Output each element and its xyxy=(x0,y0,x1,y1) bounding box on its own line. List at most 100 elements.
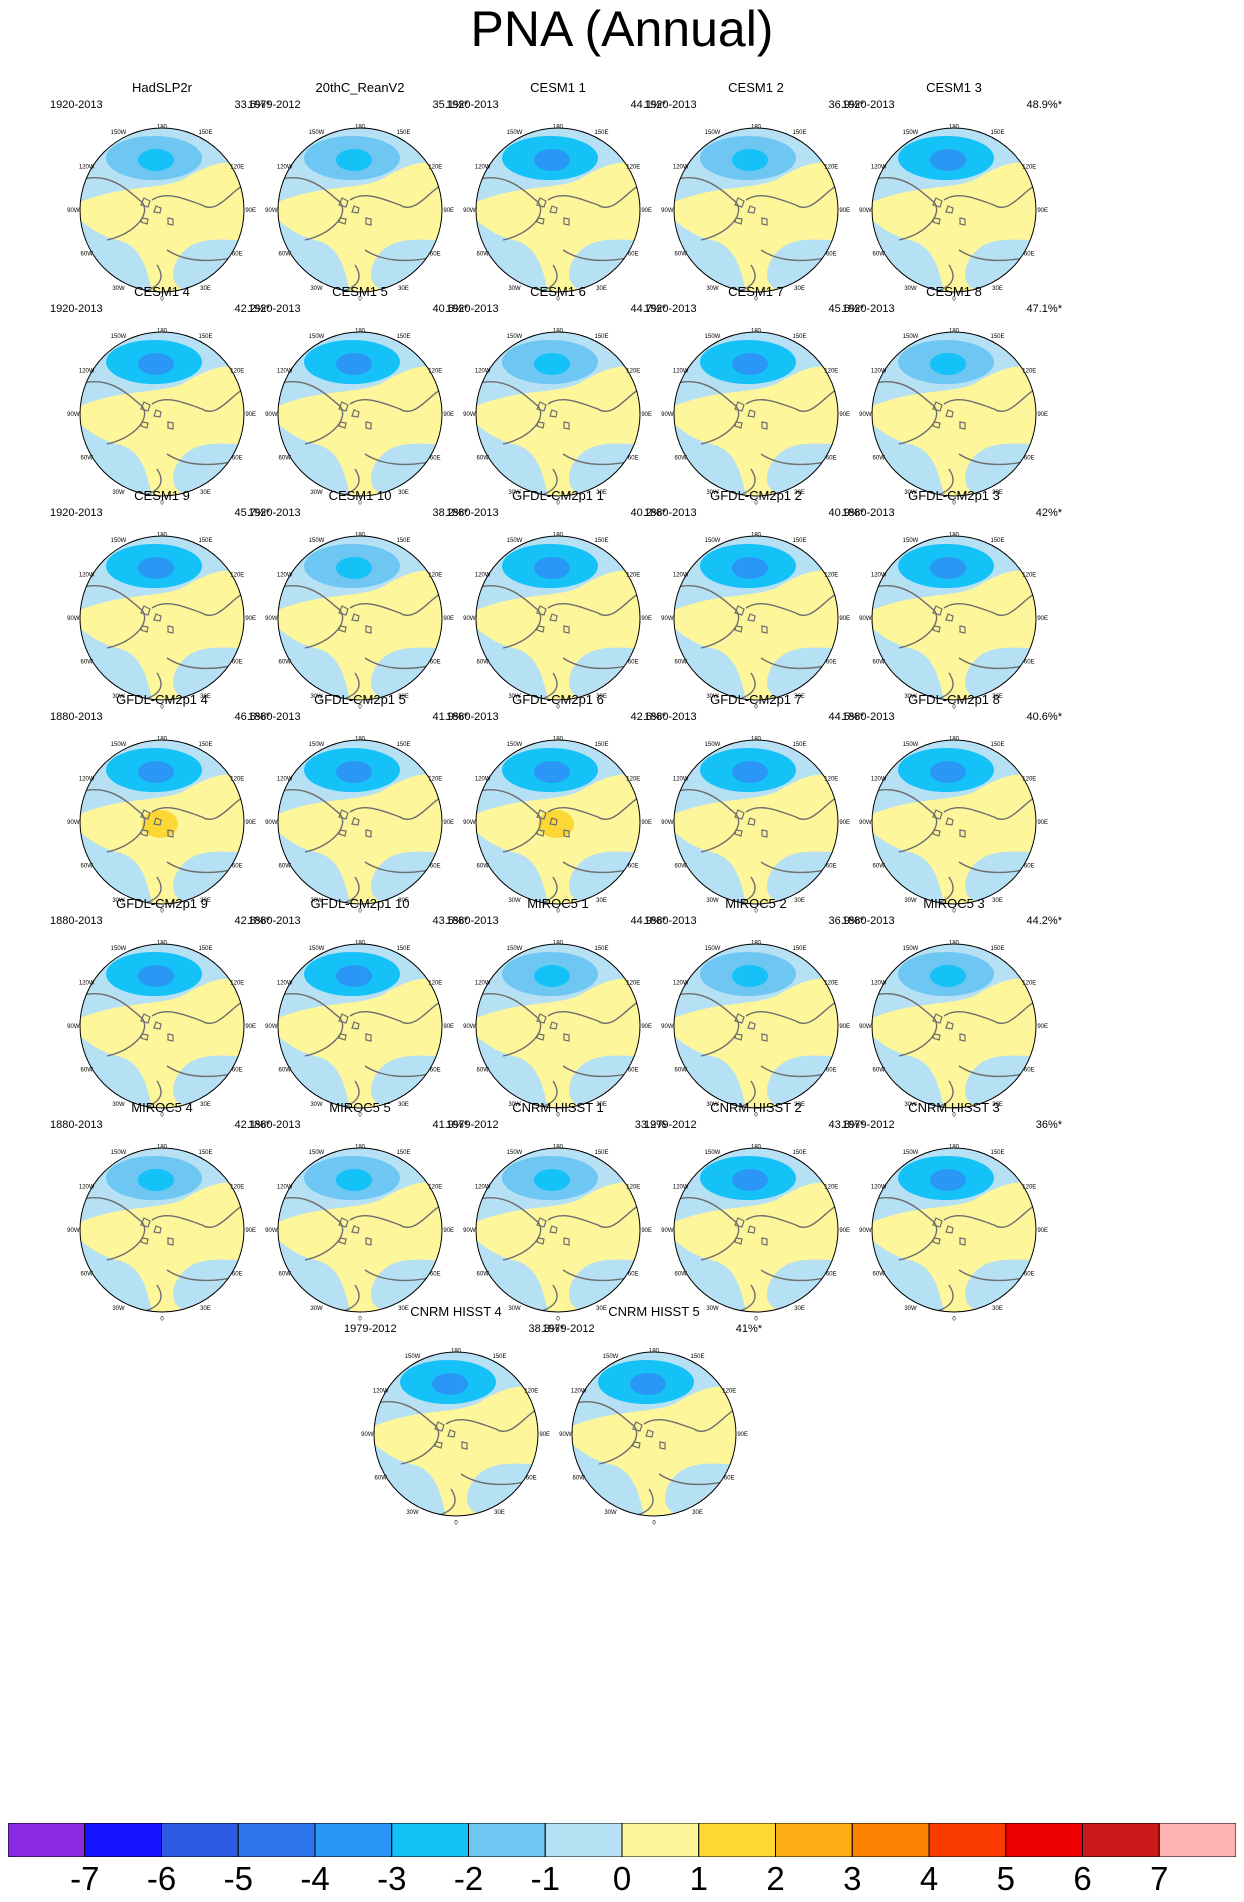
longitude-label: 150E xyxy=(792,334,806,340)
polar-map: 180 150W 150E 120W 120E 90W 90E 60W 60E 30W 30E 0 xyxy=(859,940,1048,1118)
longitude-label: 150W xyxy=(903,130,919,136)
map-panel: 20thC_ReanV2 1979-2012 35.1%* 180 150W 150E 12… xyxy=(242,80,478,330)
longitude-label: 90E xyxy=(641,412,652,418)
longitude-label: 150W xyxy=(603,1354,619,1360)
map-panel: MIROC5 1 1880-2013 44.9%* 180 150W 150E 120W 12… xyxy=(440,896,676,1146)
longitude-label: 150E xyxy=(396,130,410,136)
arctic-islands xyxy=(536,401,570,430)
longitude-label: 30W xyxy=(310,898,323,904)
longitude-label: 60W xyxy=(873,1271,886,1277)
longitude-label: 180 xyxy=(949,940,960,946)
longitude-label: 150E xyxy=(990,538,1004,544)
longitude-label: 120E xyxy=(824,165,838,171)
longitude-label: 120E xyxy=(230,369,244,375)
low-core xyxy=(930,1169,966,1191)
longitude-label: 60E xyxy=(1024,251,1035,257)
longitude-label: 150E xyxy=(792,1150,806,1156)
longitude-label: 120E xyxy=(428,981,442,987)
longitude-label: 0 xyxy=(952,1317,956,1323)
low-core xyxy=(432,1373,468,1395)
panel-variance: 35.1%* xyxy=(432,99,468,111)
panel-period: 1880-2013 xyxy=(50,711,103,723)
arctic-islands xyxy=(338,605,372,634)
longitude-label: 60W xyxy=(675,251,688,257)
arctic-islands xyxy=(932,605,966,634)
panel-title: GFDL-CM2p1 9 xyxy=(116,896,208,911)
longitude-label: 90W xyxy=(859,208,872,214)
arctic-islands xyxy=(140,401,174,430)
longitude-label: 180 xyxy=(553,736,564,742)
longitude-label: 150W xyxy=(507,946,523,952)
longitude-label: 120E xyxy=(626,573,640,579)
longitude-label: 60E xyxy=(628,659,639,665)
panel-variance: 45.6%* xyxy=(828,303,864,315)
low-core xyxy=(534,149,570,171)
longitude-label: 30E xyxy=(794,898,805,904)
panel-variance: 44.5%* xyxy=(828,711,864,723)
colorbar-tick: -1 xyxy=(530,1860,560,1897)
longitude-label: 60W xyxy=(675,863,688,869)
arctic-islands xyxy=(932,1013,966,1042)
longitude-label: 0 xyxy=(160,1317,164,1323)
panel-title: CNRM HISST 3 xyxy=(908,1100,1000,1115)
longitude-label: 60E xyxy=(430,863,441,869)
positive-field xyxy=(872,366,1036,496)
arctic-islands xyxy=(932,1217,966,1246)
longitude-label: 0 xyxy=(358,501,362,507)
longitude-label: 150W xyxy=(309,538,325,544)
colorbar-tick: -3 xyxy=(377,1860,407,1897)
polar-map: 180 150W 150E 120W 120E 90W 90E 60W 60E 30W 30E 0 xyxy=(661,328,850,506)
longitude-label: 60E xyxy=(826,251,837,257)
longitude-label: 30E xyxy=(596,694,607,700)
panel-period: 1880-2013 xyxy=(842,915,895,927)
panel-title: MIROC5 1 xyxy=(527,896,589,911)
polar-map: 180 150W 150E 120W 120E 90W 90E 60W 60E 30W 30E 0 xyxy=(661,532,850,710)
longitude-label: 90W xyxy=(661,412,674,418)
panel-title: CESM1 10 xyxy=(328,488,392,503)
longitude-label: 60E xyxy=(232,1271,243,1277)
longitude-label: 180 xyxy=(949,736,960,742)
panel-variance: 33.6%* xyxy=(234,99,270,111)
positive-field xyxy=(80,570,244,700)
panel-variance: 42.2%* xyxy=(234,303,270,315)
positive-field xyxy=(674,978,838,1108)
longitude-label: 30W xyxy=(310,1102,323,1108)
polar-map: 180 150W 150E 120W 120E 90W 90E 60W 60E 30W 30E 0 xyxy=(463,1144,652,1322)
longitude-label: 90E xyxy=(641,1024,652,1030)
longitude-label: 150W xyxy=(111,538,127,544)
longitude-label: 120E xyxy=(428,165,442,171)
longitude-label: 30W xyxy=(310,490,323,496)
longitude-label: 90W xyxy=(67,1228,80,1234)
longitude-label: 180 xyxy=(355,940,366,946)
longitude-label: 90E xyxy=(839,1228,850,1234)
positive-field xyxy=(476,978,640,1108)
longitude-label: 120W xyxy=(871,1185,887,1191)
longitude-label: 90W xyxy=(463,1024,476,1030)
low-core xyxy=(630,1373,666,1395)
longitude-label: 90W xyxy=(661,820,674,826)
arctic-islands xyxy=(434,1421,468,1450)
longitude-label: 150W xyxy=(309,1150,325,1156)
panel-period: 1880-2013 xyxy=(248,915,301,927)
map-border xyxy=(475,739,641,905)
longitude-label: 150E xyxy=(690,1354,704,1360)
longitude-label: 60W xyxy=(81,1271,94,1277)
map-panel: GFDL-CM2p1 5 1880-2013 41.9%* 180 150W 150E 12… xyxy=(242,692,478,942)
longitude-label: 60E xyxy=(232,455,243,461)
panel-variance: 40.6%* xyxy=(1026,711,1062,723)
map-border xyxy=(673,943,839,1109)
map-panel: CESM1 1 1920-2013 44.1%* 180 150W 150E 120W 120… xyxy=(440,80,676,330)
panel-variance: 48.9%* xyxy=(1026,99,1062,111)
map-panel: GFDL-CM2p1 8 1880-2013 40.6%* 180 150W 150E 12… xyxy=(836,692,1072,942)
low-core xyxy=(336,965,372,987)
longitude-label: 30W xyxy=(508,490,521,496)
longitude-label: 150W xyxy=(507,742,523,748)
longitude-label: 90E xyxy=(839,412,850,418)
longitude-label: 120W xyxy=(475,165,491,171)
longitude-label: 90E xyxy=(245,616,256,622)
panel-title: GFDL-CM2p1 8 xyxy=(908,692,1000,707)
polar-map: 180 150W 150E 120W 120E 90W 90E 60W 60E 30W 30E 0 xyxy=(67,328,256,506)
longitude-label: 0 xyxy=(652,1521,656,1527)
longitude-label: 120E xyxy=(428,573,442,579)
panel-title: CESM1 4 xyxy=(134,284,190,299)
